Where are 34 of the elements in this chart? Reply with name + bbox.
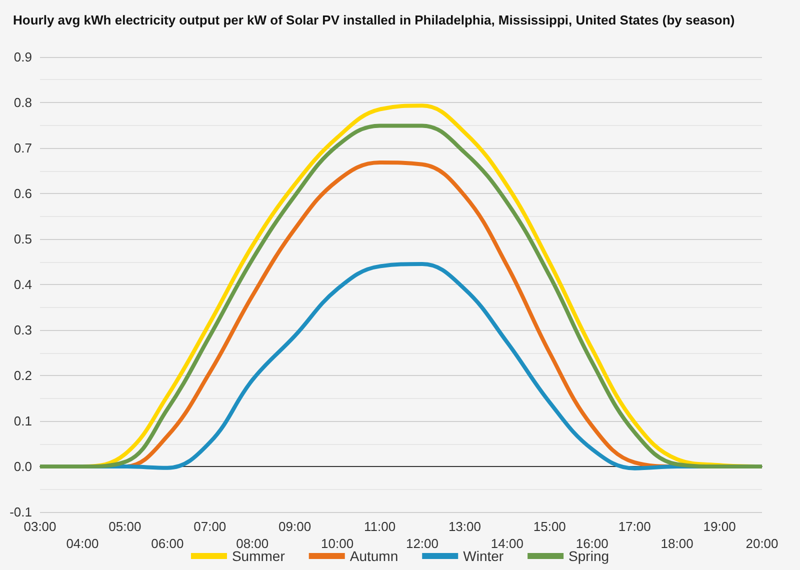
chart-title: Hourly avg kWh electricity output per kW of Solar PV installed in Philadelphia, Mississippi, United States (by season) (13, 12, 735, 28)
y-tick-label: 0.8 (14, 95, 32, 110)
y-tick-label: 0.4 (14, 277, 32, 292)
x-tick-label: 04:00 (66, 536, 99, 551)
x-tick-label: 14:00 (490, 536, 524, 551)
y-tick-label: 0.7 (14, 140, 32, 156)
x-tick-label: 16:00 (576, 536, 608, 551)
x-tick-label: 19:00 (703, 519, 736, 534)
x-tick-label: 08:00 (236, 536, 269, 551)
x-tick-label: 07:00 (194, 519, 226, 534)
y-tick-label: 0.6 (14, 186, 32, 201)
y-tick-label: 0.5 (14, 232, 32, 246)
y-tick-label: 0.1 (14, 414, 32, 428)
x-tick-label: 20:00 (746, 536, 778, 551)
y-tick-label: -0.1 (10, 504, 32, 520)
x-tick-label: 05:00 (108, 519, 142, 534)
x-tick-label: 18:00 (660, 536, 694, 551)
x-tick-label: 12:00 (406, 536, 439, 551)
legend-label: Spring (568, 548, 610, 564)
x-tick-label: 13:00 (448, 519, 481, 534)
y-tick-label: 0.3 (14, 322, 32, 338)
x-tick-label: 15:00 (533, 519, 566, 534)
x-tick-label: 06:00 (151, 536, 184, 551)
legend-label: Summer (232, 548, 286, 564)
y-tick-label: 0.2 (14, 368, 32, 383)
x-tick-label: 11:00 (364, 519, 396, 534)
y-tick-label: 0.9 (14, 50, 32, 64)
x-tick-label: 17:00 (618, 519, 651, 534)
x-tick-label: 10:00 (321, 536, 354, 551)
x-tick-label: 03:00 (24, 519, 56, 534)
legend-label: Winter (463, 548, 504, 564)
y-tick-label: 0.0 (14, 459, 32, 474)
x-tick-label: 09:00 (278, 519, 312, 534)
legend-label: Autumn (350, 548, 398, 564)
